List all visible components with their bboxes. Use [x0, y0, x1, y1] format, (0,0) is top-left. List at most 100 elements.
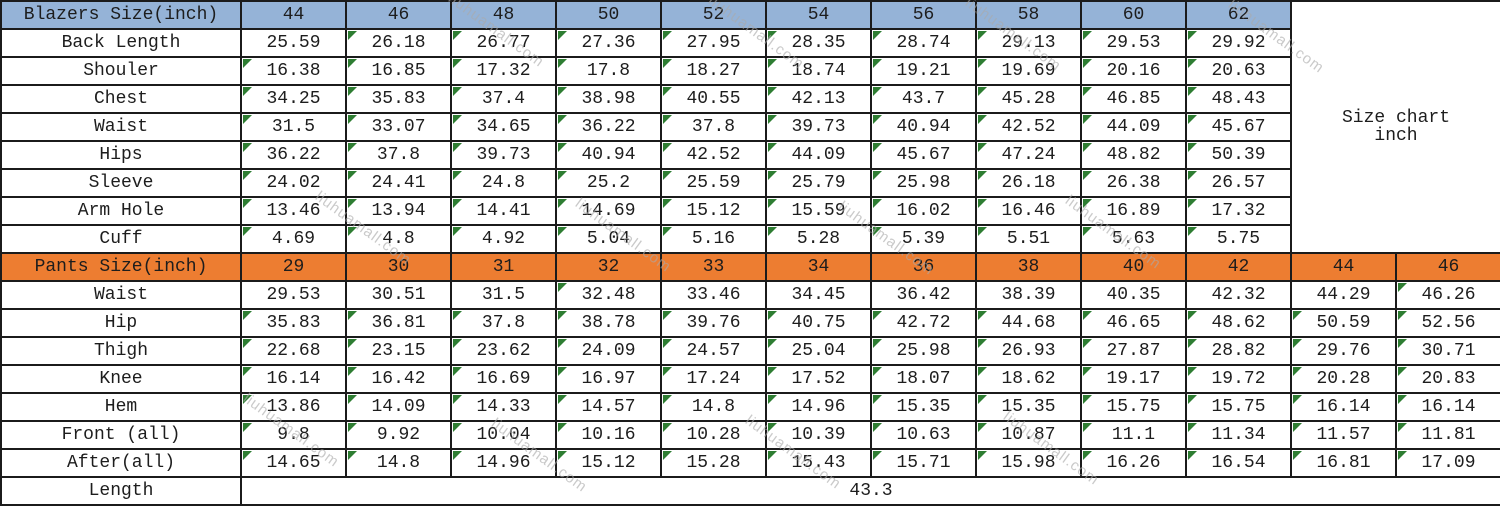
value-text: 4.92 — [481, 229, 526, 249]
value-cell: 17.24 — [660, 364, 767, 394]
value-text: 15.12 — [686, 201, 741, 221]
value-text: 10.63 — [896, 425, 951, 445]
flag-triangle-icon — [1083, 395, 1092, 404]
flag-triangle-icon — [1398, 395, 1407, 404]
value-text: 37.8 — [376, 145, 421, 165]
value-text: 37.4 — [481, 89, 526, 109]
flag-triangle-icon — [558, 31, 567, 40]
flag-triangle-icon — [663, 339, 672, 348]
flag-triangle-icon — [1188, 311, 1197, 320]
flag-triangle-icon — [1083, 311, 1092, 320]
pants-size-header: 31 — [450, 252, 557, 282]
value-cell: 24.02 — [240, 168, 347, 198]
value-cell: 14.8 — [345, 448, 452, 478]
value-cell: 15.75 — [1080, 392, 1187, 422]
size-chart-note-line1: Size chart — [1341, 108, 1451, 128]
flag-triangle-icon — [873, 423, 882, 432]
flag-triangle-icon — [453, 395, 462, 404]
flag-triangle-icon — [1083, 451, 1092, 460]
value-text: 17.09 — [1421, 453, 1476, 473]
value-cell: 42.13 — [765, 84, 872, 114]
flag-triangle-icon — [1293, 367, 1302, 376]
flag-triangle-icon — [1188, 339, 1197, 348]
value-text: 43.7 — [901, 89, 946, 109]
value-cell: 16.14 — [1290, 392, 1397, 422]
value-text: 47.24 — [1001, 145, 1056, 165]
flag-triangle-icon — [453, 31, 462, 40]
value-text: 14.8 — [691, 397, 736, 417]
flag-triangle-icon — [1083, 423, 1092, 432]
row-label: After(all) — [0, 448, 242, 478]
value-text: 18.62 — [1001, 369, 1056, 389]
value-text: 18.74 — [791, 61, 846, 81]
value-text: 37.8 — [481, 313, 526, 333]
table-row: Thigh 22.68 23.15 23.62 24.09 24.57 25.04 25.98… — [0, 336, 1500, 366]
flag-triangle-icon — [453, 367, 462, 376]
value-cell: 11.81 — [1395, 420, 1500, 450]
flag-triangle-icon — [243, 339, 252, 348]
value-cell: 10.28 — [660, 420, 767, 450]
flag-triangle-icon — [1083, 227, 1092, 236]
value-text: 46.26 — [1421, 285, 1476, 305]
flag-triangle-icon — [453, 423, 462, 432]
value-cell: 20.83 — [1395, 364, 1500, 394]
table-row: Arm Hole 13.46 13.94 14.41 14.69 15.12 15.59 16… — [0, 196, 1500, 226]
value-cell: 40.94 — [555, 140, 662, 170]
value-text: 13.94 — [371, 201, 426, 221]
value-cell: 4.69 — [240, 224, 347, 254]
flag-triangle-icon — [978, 31, 987, 40]
blazers-size-header: 44 — [240, 0, 347, 30]
row-label: Back Length — [0, 28, 242, 58]
table-row: Back Length 25.59 26.18 26.77 27.36 27.95 28.3… — [0, 28, 1500, 58]
value-cell: 39.76 — [660, 308, 767, 338]
value-cell: 46.85 — [1080, 84, 1187, 114]
value-cell: 29.53 — [1080, 28, 1187, 58]
value-text: 26.18 — [371, 33, 426, 53]
length-row: Length 43.3 — [0, 476, 1500, 506]
flag-triangle-icon — [453, 451, 462, 460]
value-cell: 40.35 — [1080, 280, 1187, 310]
flag-triangle-icon — [1188, 451, 1197, 460]
value-cell: 15.71 — [870, 448, 977, 478]
value-text: 42.52 — [1001, 117, 1056, 137]
value-text: 16.85 — [371, 61, 426, 81]
value-text: 17.32 — [1211, 201, 1266, 221]
flag-triangle-icon — [1293, 451, 1302, 460]
flag-triangle-icon — [1188, 199, 1197, 208]
value-cell: 30.71 — [1395, 336, 1500, 366]
value-cell: 13.86 — [240, 392, 347, 422]
value-text: 11.34 — [1211, 425, 1266, 445]
value-cell: 15.12 — [660, 196, 767, 226]
flag-triangle-icon — [978, 339, 987, 348]
value-text: 48.82 — [1106, 145, 1161, 165]
value-text: 24.02 — [266, 173, 321, 193]
value-text: 10.04 — [476, 425, 531, 445]
pants-size-header: 34 — [765, 252, 872, 282]
value-text: 36.22 — [581, 117, 636, 137]
flag-triangle-icon — [768, 395, 777, 404]
value-cell: 17.09 — [1395, 448, 1500, 478]
value-text: 26.93 — [1001, 341, 1056, 361]
flag-triangle-icon — [1293, 311, 1302, 320]
flag-triangle-icon — [873, 171, 882, 180]
value-text: 33.46 — [686, 285, 741, 305]
value-text: 20.16 — [1106, 61, 1161, 81]
value-text: 5.51 — [1006, 229, 1051, 249]
flag-triangle-icon — [348, 423, 357, 432]
flag-triangle-icon — [558, 199, 567, 208]
value-text: 14.8 — [376, 453, 421, 473]
flag-triangle-icon — [243, 115, 252, 124]
flag-triangle-icon — [558, 115, 567, 124]
value-cell: 24.41 — [345, 168, 452, 198]
value-cell: 28.82 — [1185, 336, 1292, 366]
flag-triangle-icon — [558, 395, 567, 404]
value-text: 11.1 — [1111, 425, 1156, 445]
flag-triangle-icon — [348, 311, 357, 320]
flag-triangle-icon — [978, 115, 987, 124]
value-text: 15.75 — [1106, 397, 1161, 417]
pants-header-row: Pants Size(inch) 29 30 31 32 33 34 36 38 40 42 44 46 — [0, 252, 1500, 282]
value-text: 52.56 — [1421, 313, 1476, 333]
value-text: 13.46 — [266, 201, 321, 221]
row-label: Front (all) — [0, 420, 242, 450]
value-text: 33.07 — [371, 117, 426, 137]
